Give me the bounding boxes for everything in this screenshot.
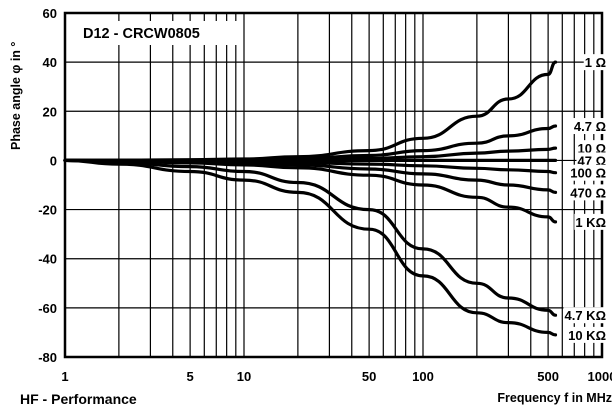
series-label-bg <box>569 164 607 181</box>
y-tick-label: 0 <box>50 153 57 168</box>
series-label: 47 Ω <box>578 153 607 168</box>
series-label: 10 KΩ <box>568 328 606 343</box>
series-line <box>63 158 558 317</box>
y-tick-label: 60 <box>43 6 57 21</box>
series-label: 1 KΩ <box>575 215 606 230</box>
footer-caption: HF - Performance <box>20 391 137 407</box>
series-label-group: 47 Ω <box>576 152 607 169</box>
series-label: 4.7 KΩ <box>565 308 607 323</box>
series-label-bg <box>576 140 607 157</box>
x-tick-label: 1 <box>61 369 68 384</box>
series-label-bg <box>572 118 607 135</box>
y-tick-label: -80 <box>38 350 57 365</box>
series-label-group: 100 Ω <box>569 164 607 181</box>
series-label-bg <box>569 184 607 201</box>
series-label-group: 1 Ω <box>583 54 607 71</box>
series-line <box>63 158 558 337</box>
series-label: 100 Ω <box>570 166 606 181</box>
x-tick-label: 5 <box>186 369 193 384</box>
series-label-group: 1 KΩ <box>574 213 607 230</box>
x-tick-label: 50 <box>362 369 376 384</box>
y-axis-label: Phase angle φ in ° <box>9 42 23 150</box>
series-label-bg <box>576 152 607 169</box>
x-tick-label: 100 <box>412 369 434 384</box>
series-label-group: 470 Ω <box>569 184 607 201</box>
series-label-bg <box>574 213 607 230</box>
y-tick-label: 40 <box>43 55 57 70</box>
y-tick-label: -40 <box>38 252 57 267</box>
series-label: 470 Ω <box>570 185 606 200</box>
series-label-bg <box>583 54 607 71</box>
series-label-bg <box>567 326 607 343</box>
y-tick-label: 20 <box>43 104 57 119</box>
series-label-bg <box>563 307 607 324</box>
series-label-group: 4.7 KΩ <box>563 307 607 324</box>
series-group <box>63 60 558 337</box>
x-tick-label: 1000 <box>588 369 612 384</box>
tick-labels: 1 5 10 50 100 500 1000 60 40 20 0 -20 -40 -60 -80 <box>38 6 612 384</box>
series-label: 4.7 Ω <box>574 119 606 134</box>
x-tick-label: 10 <box>237 369 251 384</box>
series-label-group: 10 Ω <box>576 140 607 157</box>
series-label-group: 4.7 Ω <box>572 118 607 135</box>
series-line <box>63 158 558 224</box>
series-label: 1 Ω <box>585 55 606 70</box>
x-tick-label: 500 <box>537 369 559 384</box>
x-axis-label: Frequency f in MHz <box>497 391 612 405</box>
chart-title: D12 - CRCW0805 <box>83 26 200 42</box>
y-tick-label: -60 <box>38 301 57 316</box>
series-label-group: 10 KΩ <box>567 326 607 343</box>
series-label: 10 Ω <box>578 141 607 156</box>
chart-title-box <box>78 21 242 45</box>
y-tick-label: -20 <box>38 203 57 218</box>
